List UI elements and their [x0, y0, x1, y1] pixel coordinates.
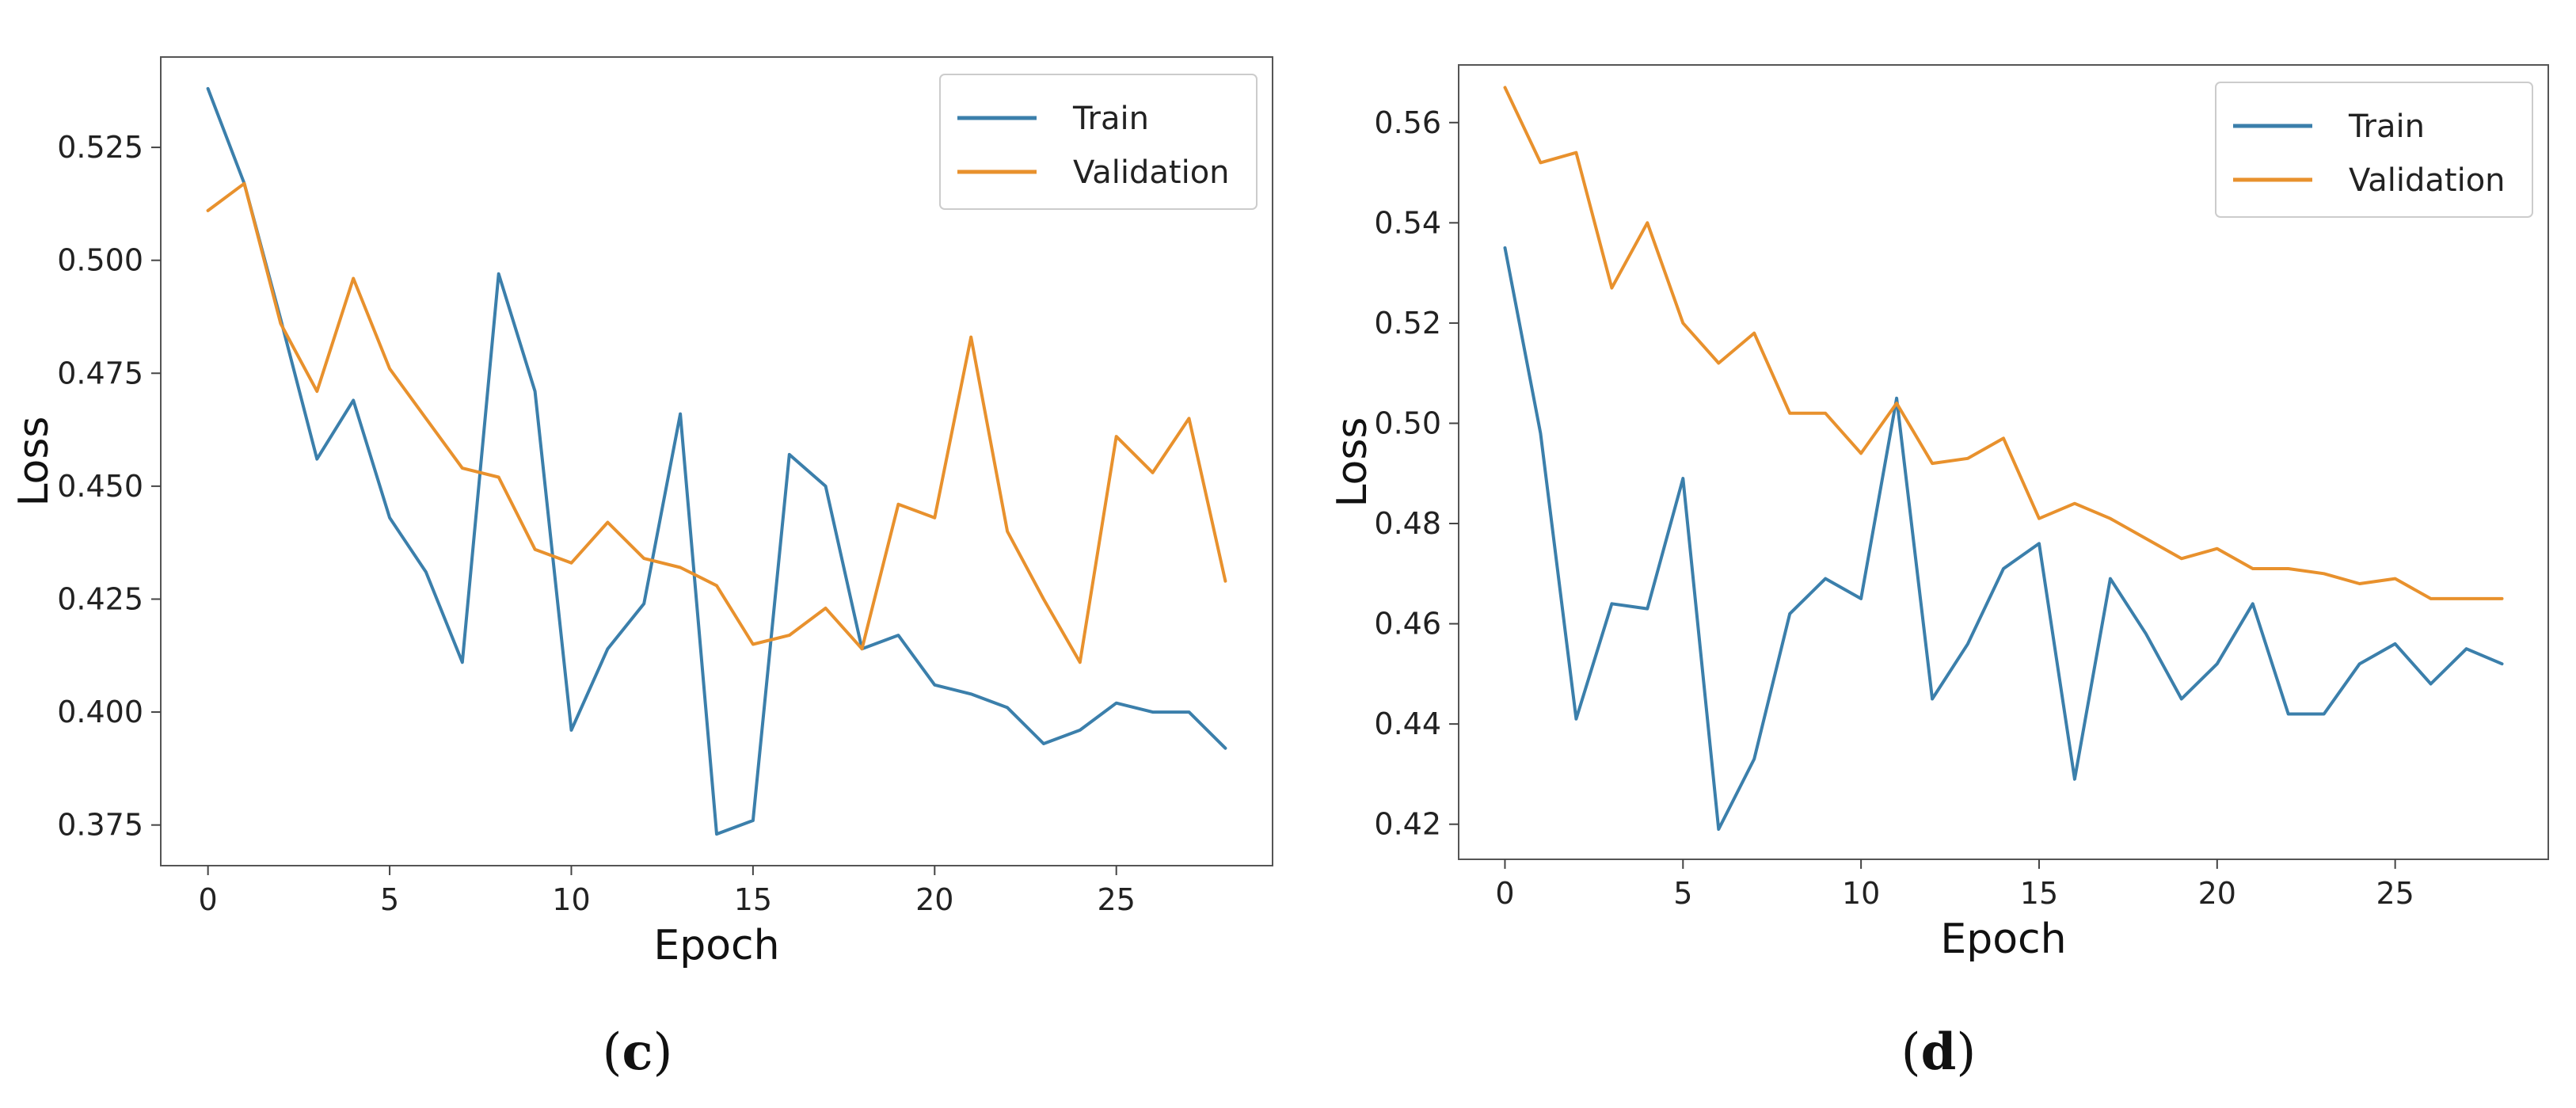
y-tick-label: 0.375 — [57, 808, 143, 843]
x-tick-label: 25 — [2376, 876, 2414, 911]
x-axis-label: Epoch — [1940, 916, 2066, 963]
legend: Train Validation — [2215, 82, 2533, 218]
panel-caption: (d) — [1901, 1022, 1977, 1082]
plot-area-frame — [1458, 64, 2549, 860]
panel-caption-letter: c — [622, 1022, 653, 1082]
plot-area-frame — [160, 56, 1273, 866]
x-tick-label: 20 — [915, 882, 953, 917]
x-tick-label: 10 — [552, 882, 590, 917]
x-axis-label: Epoch — [653, 922, 779, 969]
y-tick-label: 0.46 — [1374, 607, 1441, 642]
series-line-train — [1503, 246, 2504, 831]
y-tick-label: 0.56 — [1374, 105, 1441, 140]
x-tick-label: 0 — [1495, 876, 1514, 911]
y-tick-label: 0.400 — [57, 695, 143, 729]
panel-caption: (c) — [603, 1022, 673, 1082]
y-tick-label: 0.52 — [1374, 306, 1441, 341]
series-line-validation — [206, 181, 1227, 664]
x-tick-label: 25 — [1098, 882, 1136, 917]
x-tick-label: 15 — [734, 882, 772, 917]
legend-label-validation: Validation — [1073, 154, 1230, 191]
x-tick-label: 5 — [380, 882, 399, 917]
y-tick-label: 0.450 — [57, 469, 143, 504]
legend-label-train: Train — [2348, 109, 2425, 145]
legend-label-train: Train — [1072, 101, 1149, 137]
y-tick-label: 0.425 — [57, 581, 143, 616]
y-tick-label: 0.48 — [1374, 506, 1441, 541]
series-line-validation — [1503, 86, 2504, 600]
x-tick-label: 10 — [1842, 876, 1880, 911]
series-line-train — [206, 86, 1227, 836]
panel-caption-letter: d — [1921, 1022, 1957, 1082]
y-tick-label: 0.54 — [1374, 205, 1441, 240]
legend-box — [2215, 82, 2533, 218]
y-tick-label: 0.44 — [1374, 706, 1441, 741]
y-tick-label: 0.475 — [57, 356, 143, 390]
y-tick-label: 0.500 — [57, 243, 143, 278]
y-axis-label: Loss — [10, 416, 58, 506]
legend-label-validation: Validation — [2349, 162, 2506, 199]
x-tick-label: 0 — [199, 882, 218, 917]
legend-box — [939, 74, 1258, 210]
x-tick-label: 15 — [2020, 876, 2058, 911]
chart-panel-c: 0.375 0.400 0.425 0.450 0.475 0.500 0.525 0 5 10 1… — [10, 56, 1273, 1082]
y-tick-label: 0.50 — [1374, 406, 1441, 440]
x-tick-label: 20 — [2198, 876, 2236, 911]
y-axis-label: Loss — [1329, 417, 1376, 507]
y-tick-label: 0.42 — [1374, 807, 1441, 842]
y-tick-label: 0.525 — [57, 130, 143, 165]
chart-panel-d: 0.42 0.44 0.46 0.48 0.50 0.52 0.54 0.56 0 5 10 15 20… — [1329, 64, 2549, 1082]
x-tick-label: 5 — [1673, 876, 1692, 911]
legend: Train Validation — [939, 74, 1258, 210]
